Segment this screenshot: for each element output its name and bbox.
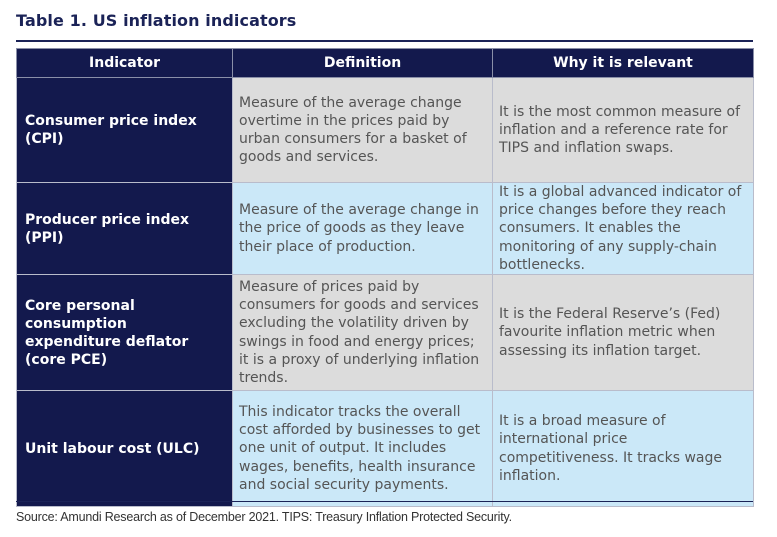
definition-cell: Measure of prices paid by consumers for … bbox=[232, 274, 493, 392]
bottom-rule bbox=[16, 501, 753, 502]
source-note: Source: Amundi Research as of December 2… bbox=[16, 510, 512, 524]
header-indicator: Indicator bbox=[16, 48, 233, 78]
indicator-cell: Producer price index (PPI) bbox=[16, 181, 233, 276]
definition-cell: Measure of the average change in the pri… bbox=[232, 181, 493, 276]
table-row: Unit labour cost (ULC) This indicator tr… bbox=[16, 390, 754, 508]
header-relevance: Why it is relevant bbox=[492, 48, 754, 78]
table-title: Table 1. US inflation indicators bbox=[16, 11, 297, 30]
table-row: Core personal consumption expenditure de… bbox=[16, 274, 754, 392]
top-rule bbox=[16, 40, 753, 42]
inflation-indicators-table: Indicator Definition Why it is relevant … bbox=[16, 48, 754, 508]
definition-cell: This indicator tracks the overall cost a… bbox=[232, 390, 493, 508]
indicator-cell: Unit labour cost (ULC) bbox=[16, 390, 233, 508]
relevance-cell: It is the Federal Reserve’s (Fed) favour… bbox=[492, 274, 754, 392]
relevance-cell: It is a broad measure of international p… bbox=[492, 390, 754, 508]
indicator-cell: Core personal consumption expenditure de… bbox=[16, 274, 233, 392]
relevance-cell: It is a global advanced indicator of pri… bbox=[492, 181, 754, 276]
table-row: Consumer price index (CPI) Measure of th… bbox=[16, 77, 754, 183]
indicator-cell: Consumer price index (CPI) bbox=[16, 77, 233, 183]
table-header-row: Indicator Definition Why it is relevant bbox=[16, 48, 754, 78]
table-row: Producer price index (PPI) Measure of th… bbox=[16, 181, 754, 276]
relevance-cell: It is the most common measure of inflati… bbox=[492, 77, 754, 183]
definition-cell: Measure of the average change overtime i… bbox=[232, 77, 493, 183]
header-definition: Definition bbox=[232, 48, 493, 78]
